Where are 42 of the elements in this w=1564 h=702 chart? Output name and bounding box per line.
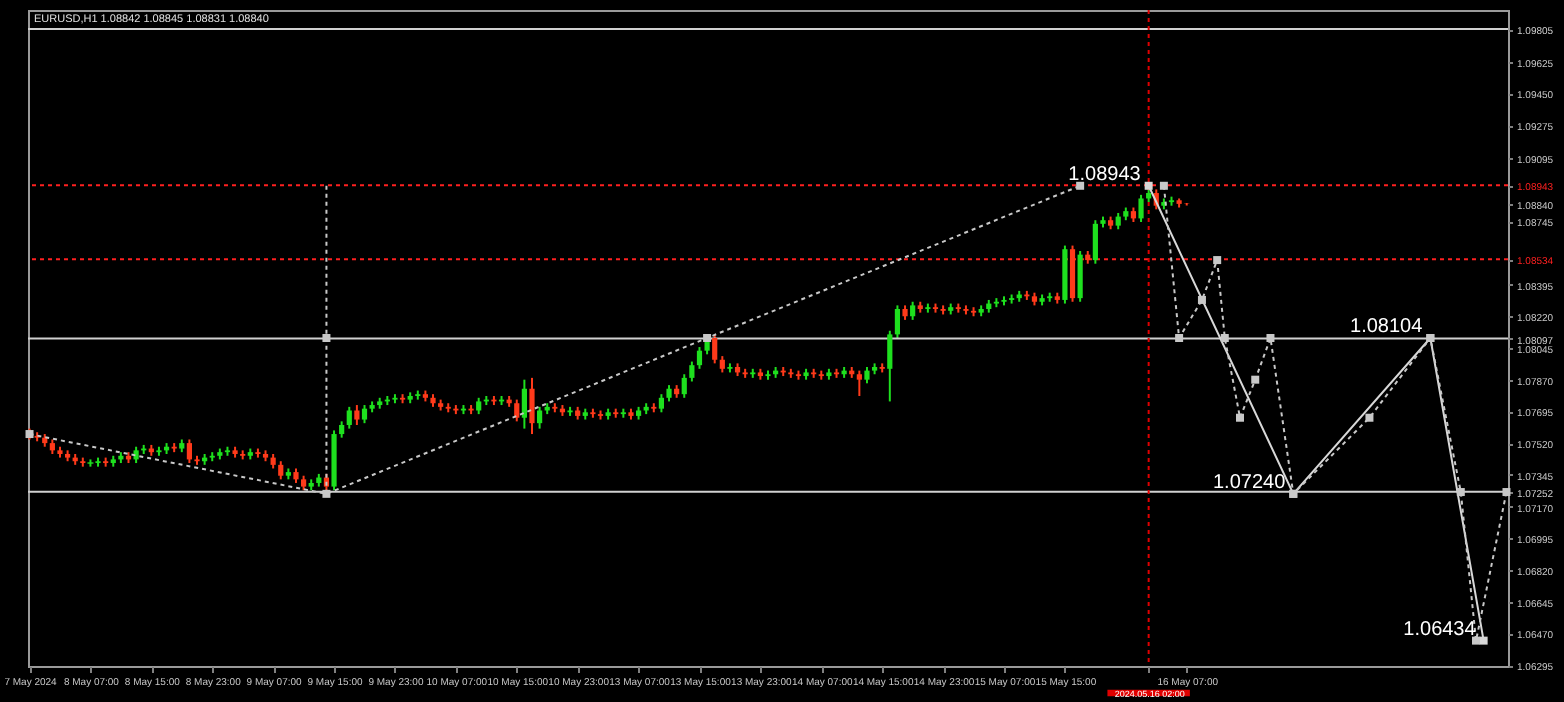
point — [1175, 334, 1184, 342]
point — [1197, 295, 1206, 304]
candlestick — [361, 404, 368, 425]
point — [1159, 181, 1168, 190]
candlestick — [689, 360, 695, 383]
point — [1076, 181, 1085, 190]
candlestick — [529, 376, 535, 436]
candlestick — [537, 405, 543, 430]
candlestick — [894, 304, 901, 339]
candlestick — [1077, 250, 1083, 303]
point — [1213, 256, 1222, 265]
candlestick — [681, 373, 687, 399]
point — [1479, 636, 1488, 645]
candlestick — [1138, 193, 1144, 224]
candlestick — [354, 404, 360, 426]
point — [1502, 488, 1511, 497]
annotation: 1.08943 — [1068, 163, 1142, 186]
annotation: 1.08104 — [1350, 316, 1424, 338]
candlestick — [696, 346, 703, 370]
point — [322, 334, 331, 342]
point — [1456, 488, 1465, 497]
candlestick — [186, 438, 192, 465]
candlestick — [346, 405, 352, 430]
annotation: 1.07240 — [1213, 471, 1287, 494]
point — [1365, 413, 1374, 422]
point — [703, 334, 712, 342]
candlestick — [856, 369, 862, 397]
point — [1144, 181, 1153, 190]
candlestick — [521, 378, 527, 430]
point — [1472, 636, 1481, 645]
candlestick — [658, 393, 665, 414]
candlestick — [712, 333, 718, 365]
candlestick — [910, 300, 916, 321]
point — [1251, 375, 1260, 384]
annotation: 1.06434 — [1403, 618, 1477, 641]
point — [1266, 334, 1275, 342]
candlestick — [514, 398, 520, 423]
candlestick — [278, 460, 284, 481]
point — [1236, 413, 1245, 422]
candlestick — [1092, 219, 1098, 265]
point — [1220, 334, 1229, 342]
candlestick — [887, 329, 893, 403]
